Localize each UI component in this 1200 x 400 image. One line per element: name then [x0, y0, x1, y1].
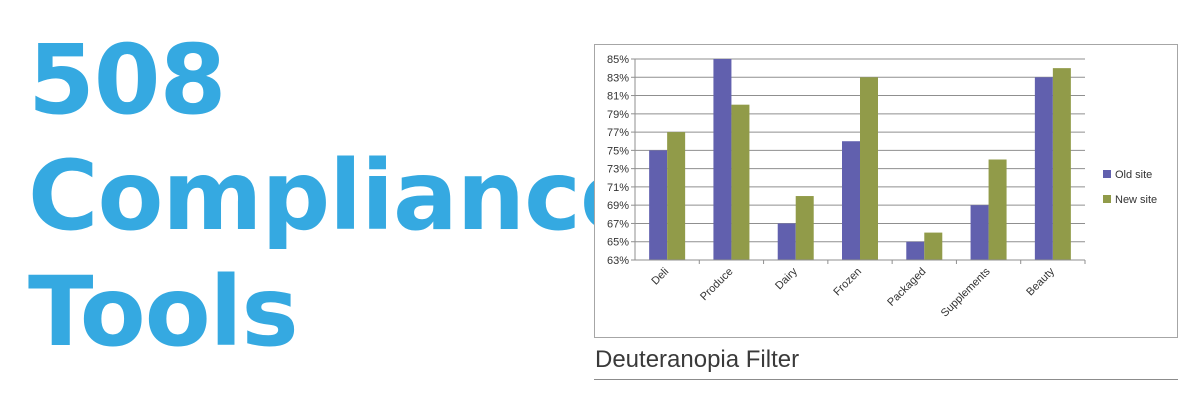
bar-new-site	[860, 77, 878, 260]
bar-new-site	[731, 104, 750, 260]
headline-line-1: 508	[28, 24, 226, 136]
y-tick-label: 63%	[607, 255, 629, 267]
bar-new-site	[924, 232, 943, 260]
caption-divider	[594, 379, 1178, 380]
y-tick-label: 75%	[607, 145, 629, 157]
bar-new-site	[667, 132, 686, 260]
y-tick-label: 71%	[607, 182, 629, 194]
bar-old-site	[777, 223, 796, 260]
bar-old-site	[842, 141, 860, 260]
x-tick-label: Produce	[698, 266, 735, 303]
y-tick-label: 85%	[607, 54, 629, 66]
y-tick-label: 65%	[607, 237, 629, 249]
legend-label: Old site	[1115, 169, 1152, 181]
chart-caption: Deuteranopia Filter	[595, 346, 800, 373]
headline-line-3: Tools	[28, 256, 299, 368]
y-tick-label: 73%	[607, 164, 629, 176]
legend-label: New site	[1115, 194, 1157, 206]
bar-old-site	[1034, 77, 1053, 260]
bar-new-site	[988, 159, 1007, 260]
x-tick-label: Supplements	[939, 265, 993, 319]
x-tick-label: Deli	[649, 266, 671, 288]
bar-old-site	[713, 59, 732, 260]
x-tick-label: Packaged	[885, 266, 928, 309]
x-tick-label: Beauty	[1024, 265, 1057, 298]
chart-container: 63% 65% 67% 69% 71% 73% 75% 77% 79% 81% 83% 85% Deli…	[594, 44, 1178, 338]
bar-new-site	[795, 196, 814, 260]
y-tick-label: 83%	[607, 72, 629, 84]
legend-swatch	[1103, 170, 1111, 178]
y-tick-label: 69%	[607, 200, 629, 212]
page-headline: 508 Compliance Tools	[28, 22, 645, 370]
y-tick-label: 81%	[607, 91, 629, 103]
y-tick-label: 67%	[607, 218, 629, 230]
bar-old-site	[906, 241, 925, 260]
bar-chart: 63% 65% 67% 69% 71% 73% 75% 77% 79% 81% 83% 85% Deli…	[607, 54, 1157, 320]
bar-old-site	[970, 205, 989, 260]
x-tick-label: Frozen	[831, 266, 864, 299]
headline-line-2: Compliance	[28, 140, 645, 252]
legend-swatch	[1103, 195, 1111, 203]
x-tick-label: Dairy	[773, 265, 800, 292]
bar-new-site	[1052, 68, 1071, 260]
y-tick-label: 79%	[607, 109, 629, 121]
bar-old-site	[649, 150, 668, 260]
y-tick-label: 77%	[607, 127, 629, 139]
